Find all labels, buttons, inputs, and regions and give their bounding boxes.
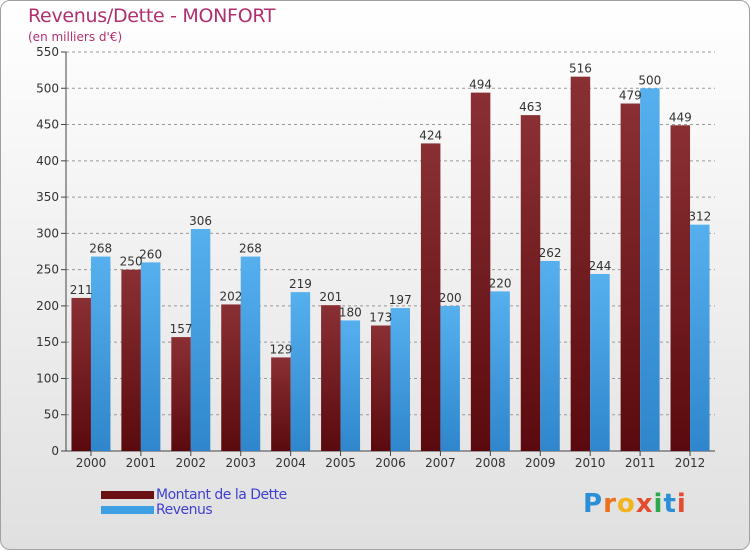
y-tick-label: 400 [36,154,59,168]
legend-swatch-dette [101,490,154,499]
data-label: 129 [269,342,292,356]
data-label: 244 [588,259,611,273]
bar-dette [171,337,191,451]
bar-revenus [90,256,111,451]
bar-revenus [490,291,510,451]
x-tick-label: 2011 [625,456,656,470]
data-label: 220 [489,276,512,290]
logo-letter: r [603,489,617,519]
data-label: 201 [319,290,342,304]
y-tick-label: 150 [36,335,59,349]
x-tick-label: 2009 [525,456,556,470]
bar-dette [71,297,91,451]
bar-dette [321,305,341,451]
legend-item-revenus: Revenus [101,501,287,518]
data-label: 268 [239,242,262,256]
bar-dette [221,304,241,451]
legend: Montant de la Dette Revenus [101,486,287,518]
x-tick-label: 2002 [176,456,207,470]
y-tick-label: 50 [44,408,59,422]
x-tick-label: 2008 [475,456,506,470]
bar-revenus [390,308,410,451]
logo-letter: x [635,489,654,519]
bar-revenus [640,88,660,451]
data-label: 211 [70,283,93,297]
chart-title: Revenus/Dette - MONFORT [28,5,276,27]
x-tick-label: 2000 [76,456,107,470]
bar-dette [371,325,391,451]
y-tick-label: 250 [36,263,59,277]
data-label: 312 [688,210,711,224]
data-label: 479 [619,89,642,103]
proxiti-logo: Proxiti [583,489,687,519]
data-label: 494 [469,78,492,92]
y-tick-label: 300 [36,226,59,240]
x-tick-label: 2007 [425,456,456,470]
y-tick-label: 100 [36,371,59,385]
data-label: 260 [139,247,162,261]
bar-revenus [690,224,710,451]
bar-revenus [590,273,610,451]
bar-revenus [190,229,211,451]
bar-revenus [440,305,460,451]
bar-dette [271,357,291,451]
x-tick-label: 2012 [675,456,706,470]
data-label: 463 [519,100,542,114]
x-tick-label: 2004 [275,456,306,470]
bar-revenus [340,320,361,451]
bar-dette [420,143,441,451]
data-label: 219 [289,277,312,291]
bar-dette [470,92,491,451]
logo-letter: t [663,489,677,519]
data-label: 424 [419,128,442,142]
logo-letter: o [616,489,636,519]
legend-swatch-revenus [101,505,154,514]
data-label: 173 [369,310,392,324]
data-label: 262 [539,246,562,260]
x-tick-label: 2001 [126,456,157,470]
bar-dette [520,115,541,451]
legend-item-dette: Montant de la Dette [101,486,287,503]
data-label: 306 [189,214,212,228]
y-tick-label: 500 [36,81,59,95]
data-label: 250 [120,255,143,269]
x-tick-label: 2003 [225,456,256,470]
y-tick-label: 350 [36,190,59,204]
data-label: 500 [638,73,661,87]
data-label: 202 [220,289,243,303]
bar-revenus [540,260,560,451]
bar-revenus [240,256,261,451]
y-tick-label: 550 [36,45,59,59]
legend-label-revenus: Revenus [156,501,213,518]
data-label: 449 [669,110,692,124]
data-label: 516 [569,62,592,76]
data-label: 200 [439,291,462,305]
bar-dette [570,76,591,451]
y-tick-label: 450 [36,118,59,132]
data-label: 157 [170,322,193,336]
logo-letter: P [583,489,604,519]
data-label: 197 [389,293,412,307]
bar-dette [620,103,641,452]
chart-subtitle: (en milliers d'€) [28,30,123,44]
data-label: 180 [339,305,362,319]
logo-letter: i [676,489,687,519]
legend-label-dette: Montant de la Dette [156,486,287,503]
bar-revenus [140,262,161,451]
x-tick-label: 2006 [375,456,406,470]
y-tick-label: 200 [36,299,59,313]
bar-dette [670,125,691,452]
logo-letter: i [653,489,664,519]
x-tick-label: 2010 [575,456,606,470]
x-tick-label: 2005 [325,456,356,470]
bar-dette [121,269,141,451]
bar-revenus [290,292,311,451]
data-label: 268 [89,242,112,256]
y-tick-label: 0 [51,444,59,458]
